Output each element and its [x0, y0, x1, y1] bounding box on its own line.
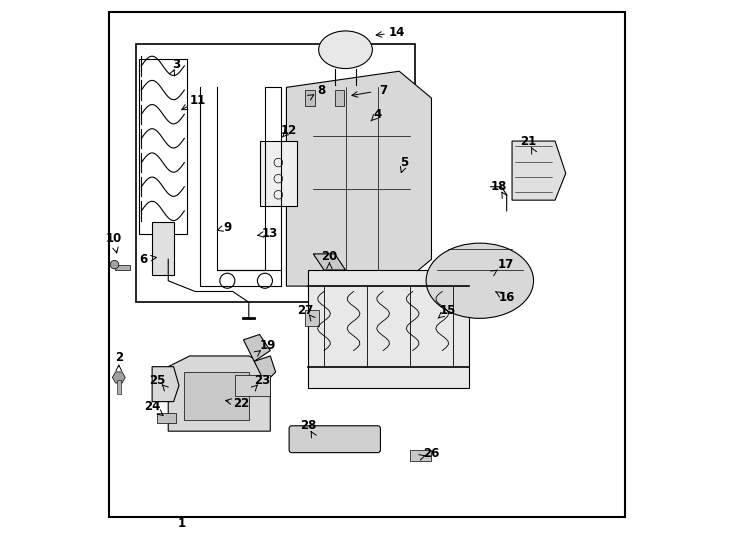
Text: 2: 2 — [115, 350, 123, 363]
Bar — [136, 44, 415, 302]
Text: 13: 13 — [262, 227, 278, 240]
Polygon shape — [152, 367, 179, 402]
Text: 22: 22 — [233, 397, 249, 410]
Bar — [410, 450, 432, 461]
Bar — [305, 310, 319, 326]
Text: 26: 26 — [424, 447, 440, 460]
Bar — [158, 414, 176, 423]
Circle shape — [110, 260, 119, 269]
Text: 17: 17 — [498, 258, 514, 271]
Text: 15: 15 — [440, 304, 456, 317]
Text: 28: 28 — [299, 419, 316, 433]
Text: 4: 4 — [374, 107, 382, 121]
Polygon shape — [254, 356, 276, 383]
Bar — [260, 141, 297, 206]
Text: 9: 9 — [223, 220, 231, 233]
Text: 23: 23 — [254, 374, 270, 387]
Text: 20: 20 — [321, 250, 338, 263]
Text: 18: 18 — [490, 180, 506, 193]
Text: 3: 3 — [172, 58, 181, 71]
Text: 10: 10 — [105, 232, 122, 245]
Bar — [335, 90, 344, 106]
Bar — [115, 265, 129, 270]
Text: 24: 24 — [144, 401, 160, 414]
Text: 8: 8 — [317, 84, 325, 97]
FancyBboxPatch shape — [289, 426, 380, 453]
Polygon shape — [313, 254, 346, 270]
Text: 16: 16 — [498, 292, 515, 305]
Ellipse shape — [319, 31, 372, 69]
Bar — [305, 90, 315, 106]
Bar — [139, 59, 187, 234]
Text: 25: 25 — [149, 374, 166, 387]
Text: 19: 19 — [259, 339, 276, 352]
Ellipse shape — [426, 243, 534, 319]
Text: 14: 14 — [388, 26, 404, 39]
Polygon shape — [168, 356, 270, 431]
Bar — [184, 372, 249, 421]
Text: 27: 27 — [297, 304, 313, 317]
Bar — [117, 380, 121, 394]
Text: 21: 21 — [520, 134, 537, 147]
Text: 12: 12 — [281, 124, 297, 137]
Polygon shape — [112, 372, 126, 383]
Bar — [236, 375, 270, 396]
Polygon shape — [244, 334, 270, 361]
Polygon shape — [286, 71, 432, 286]
Bar — [152, 221, 174, 275]
Text: 6: 6 — [139, 253, 147, 266]
Text: 11: 11 — [189, 94, 206, 107]
Polygon shape — [512, 141, 566, 200]
Bar — [308, 270, 469, 388]
Text: 1: 1 — [178, 517, 186, 530]
Text: 7: 7 — [379, 84, 387, 97]
Text: 5: 5 — [401, 156, 409, 169]
